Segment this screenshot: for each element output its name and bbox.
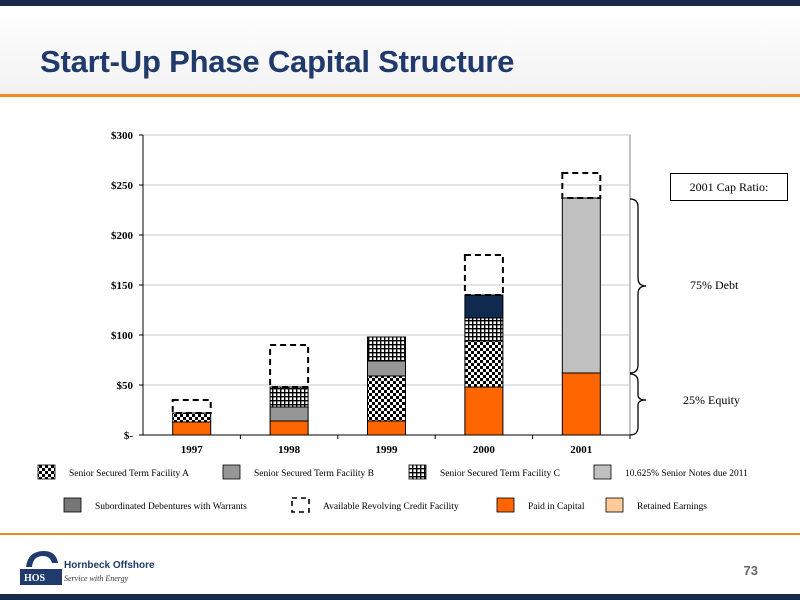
bar-segment: [464, 317, 504, 342]
debt-brace: [629, 198, 647, 374]
legend-label: 10.625% Senior Notes due 2011: [625, 469, 748, 479]
grid-lines: [143, 134, 630, 386]
top-bar: [0, 0, 800, 6]
bar-segment: [269, 406, 309, 422]
legend-swatch: [593, 464, 612, 480]
bar-segment: [463, 254, 504, 296]
x-tick-label: 2000: [473, 444, 496, 456]
y-tick-label: $100: [111, 330, 134, 342]
equity-label: 25% Equity: [683, 393, 740, 407]
legend-label: Paid in Capital: [528, 502, 585, 512]
legend-swatch: [496, 497, 515, 513]
legend-swatch: [605, 497, 624, 513]
y-tick-label: $250: [111, 180, 134, 192]
legend-item: Available Revolving Credit Facility: [291, 497, 459, 513]
x-tick-label: 2001: [570, 444, 592, 456]
bar-segment: [367, 336, 406, 362]
x-tick-label: 1999: [376, 444, 399, 456]
legend-label: Senior Secured Term Facility A: [69, 469, 189, 479]
bar-segment: [561, 197, 601, 374]
legend: Senior Secured Term Facility A Senior Sec…: [37, 464, 748, 513]
bar-segment: [561, 372, 601, 436]
legend-swatch: [222, 464, 241, 480]
bar-segment: [171, 399, 212, 414]
logo-tagline: Service with Energy: [64, 574, 129, 583]
legend-swatch: [63, 497, 82, 513]
hos-logo: HOS: [20, 551, 62, 585]
bottom-bar: [0, 594, 800, 600]
title-rule: [0, 94, 800, 97]
legend-label: Available Revolving Credit Facility: [323, 502, 459, 512]
bar-segment: [172, 421, 212, 436]
debt-label: 75% Debt: [690, 278, 739, 292]
legend-swatch: [37, 464, 56, 480]
bar-segment: [367, 420, 406, 436]
legend-item: 10.625% Senior Notes due 2011: [593, 464, 748, 480]
legend-label: Senior Secured Term Facility B: [254, 469, 374, 479]
bars: [171, 172, 602, 436]
footer-rule: [0, 533, 800, 535]
logo-letters: HOS: [24, 573, 46, 584]
y-tick-label: $-: [124, 430, 134, 442]
legend-swatch: [408, 464, 427, 480]
legend-item: Senior Secured Term Facility A: [37, 464, 189, 480]
y-tick-label: $300: [111, 130, 134, 142]
bar-segment: [269, 420, 309, 436]
bar-segment: [172, 412, 212, 423]
y-tick-label: $200: [111, 230, 134, 242]
legend-swatch: [291, 497, 310, 513]
legend-label: Senior Secured Term Facility C: [440, 469, 560, 479]
legend-label: Subordinated Debentures with Warrants: [95, 502, 247, 512]
legend-item: Paid in Capital: [496, 497, 585, 513]
bar-segment: [464, 294, 504, 319]
header-band: [0, 6, 800, 96]
cap-ratio-label: 2001 Cap Ratio:: [670, 173, 788, 201]
bar-segment: [561, 172, 602, 199]
bar-segment: [464, 340, 504, 388]
bar-segment: [464, 386, 504, 436]
capital-structure-chart: $- $50 $100 $150 $200 $250 $300 1997 1998 1999 20…: [37, 130, 748, 513]
bar-segment: [367, 360, 406, 377]
y-tick-label: $150: [111, 280, 134, 292]
legend-item: Subordinated Debentures with Warrants: [63, 497, 247, 513]
x-tick-label: 1998: [278, 444, 301, 456]
legend-label: Retained Earnings: [637, 502, 707, 512]
x-axis-ticks: 1997 1998 1999 2000 2001: [181, 435, 631, 456]
logo-name: Hornbeck Offshore: [64, 560, 155, 571]
y-tick-label: $50: [117, 380, 134, 392]
bar-segment: [367, 375, 406, 422]
x-tick-label: 1997: [181, 444, 204, 456]
legend-item: Retained Earnings: [605, 497, 707, 513]
equity-brace: [629, 373, 647, 436]
y-axis-ticks: $- $50 $100 $150 $200 $250 $300: [111, 130, 144, 442]
legend-item: Senior Secured Term Facility C: [408, 464, 560, 480]
page-number: 73: [743, 563, 758, 578]
legend-item: Senior Secured Term Facility B: [222, 464, 374, 480]
bar-segment: [269, 386, 309, 408]
slide-title: Start-Up Phase Capital Structure: [40, 44, 515, 79]
